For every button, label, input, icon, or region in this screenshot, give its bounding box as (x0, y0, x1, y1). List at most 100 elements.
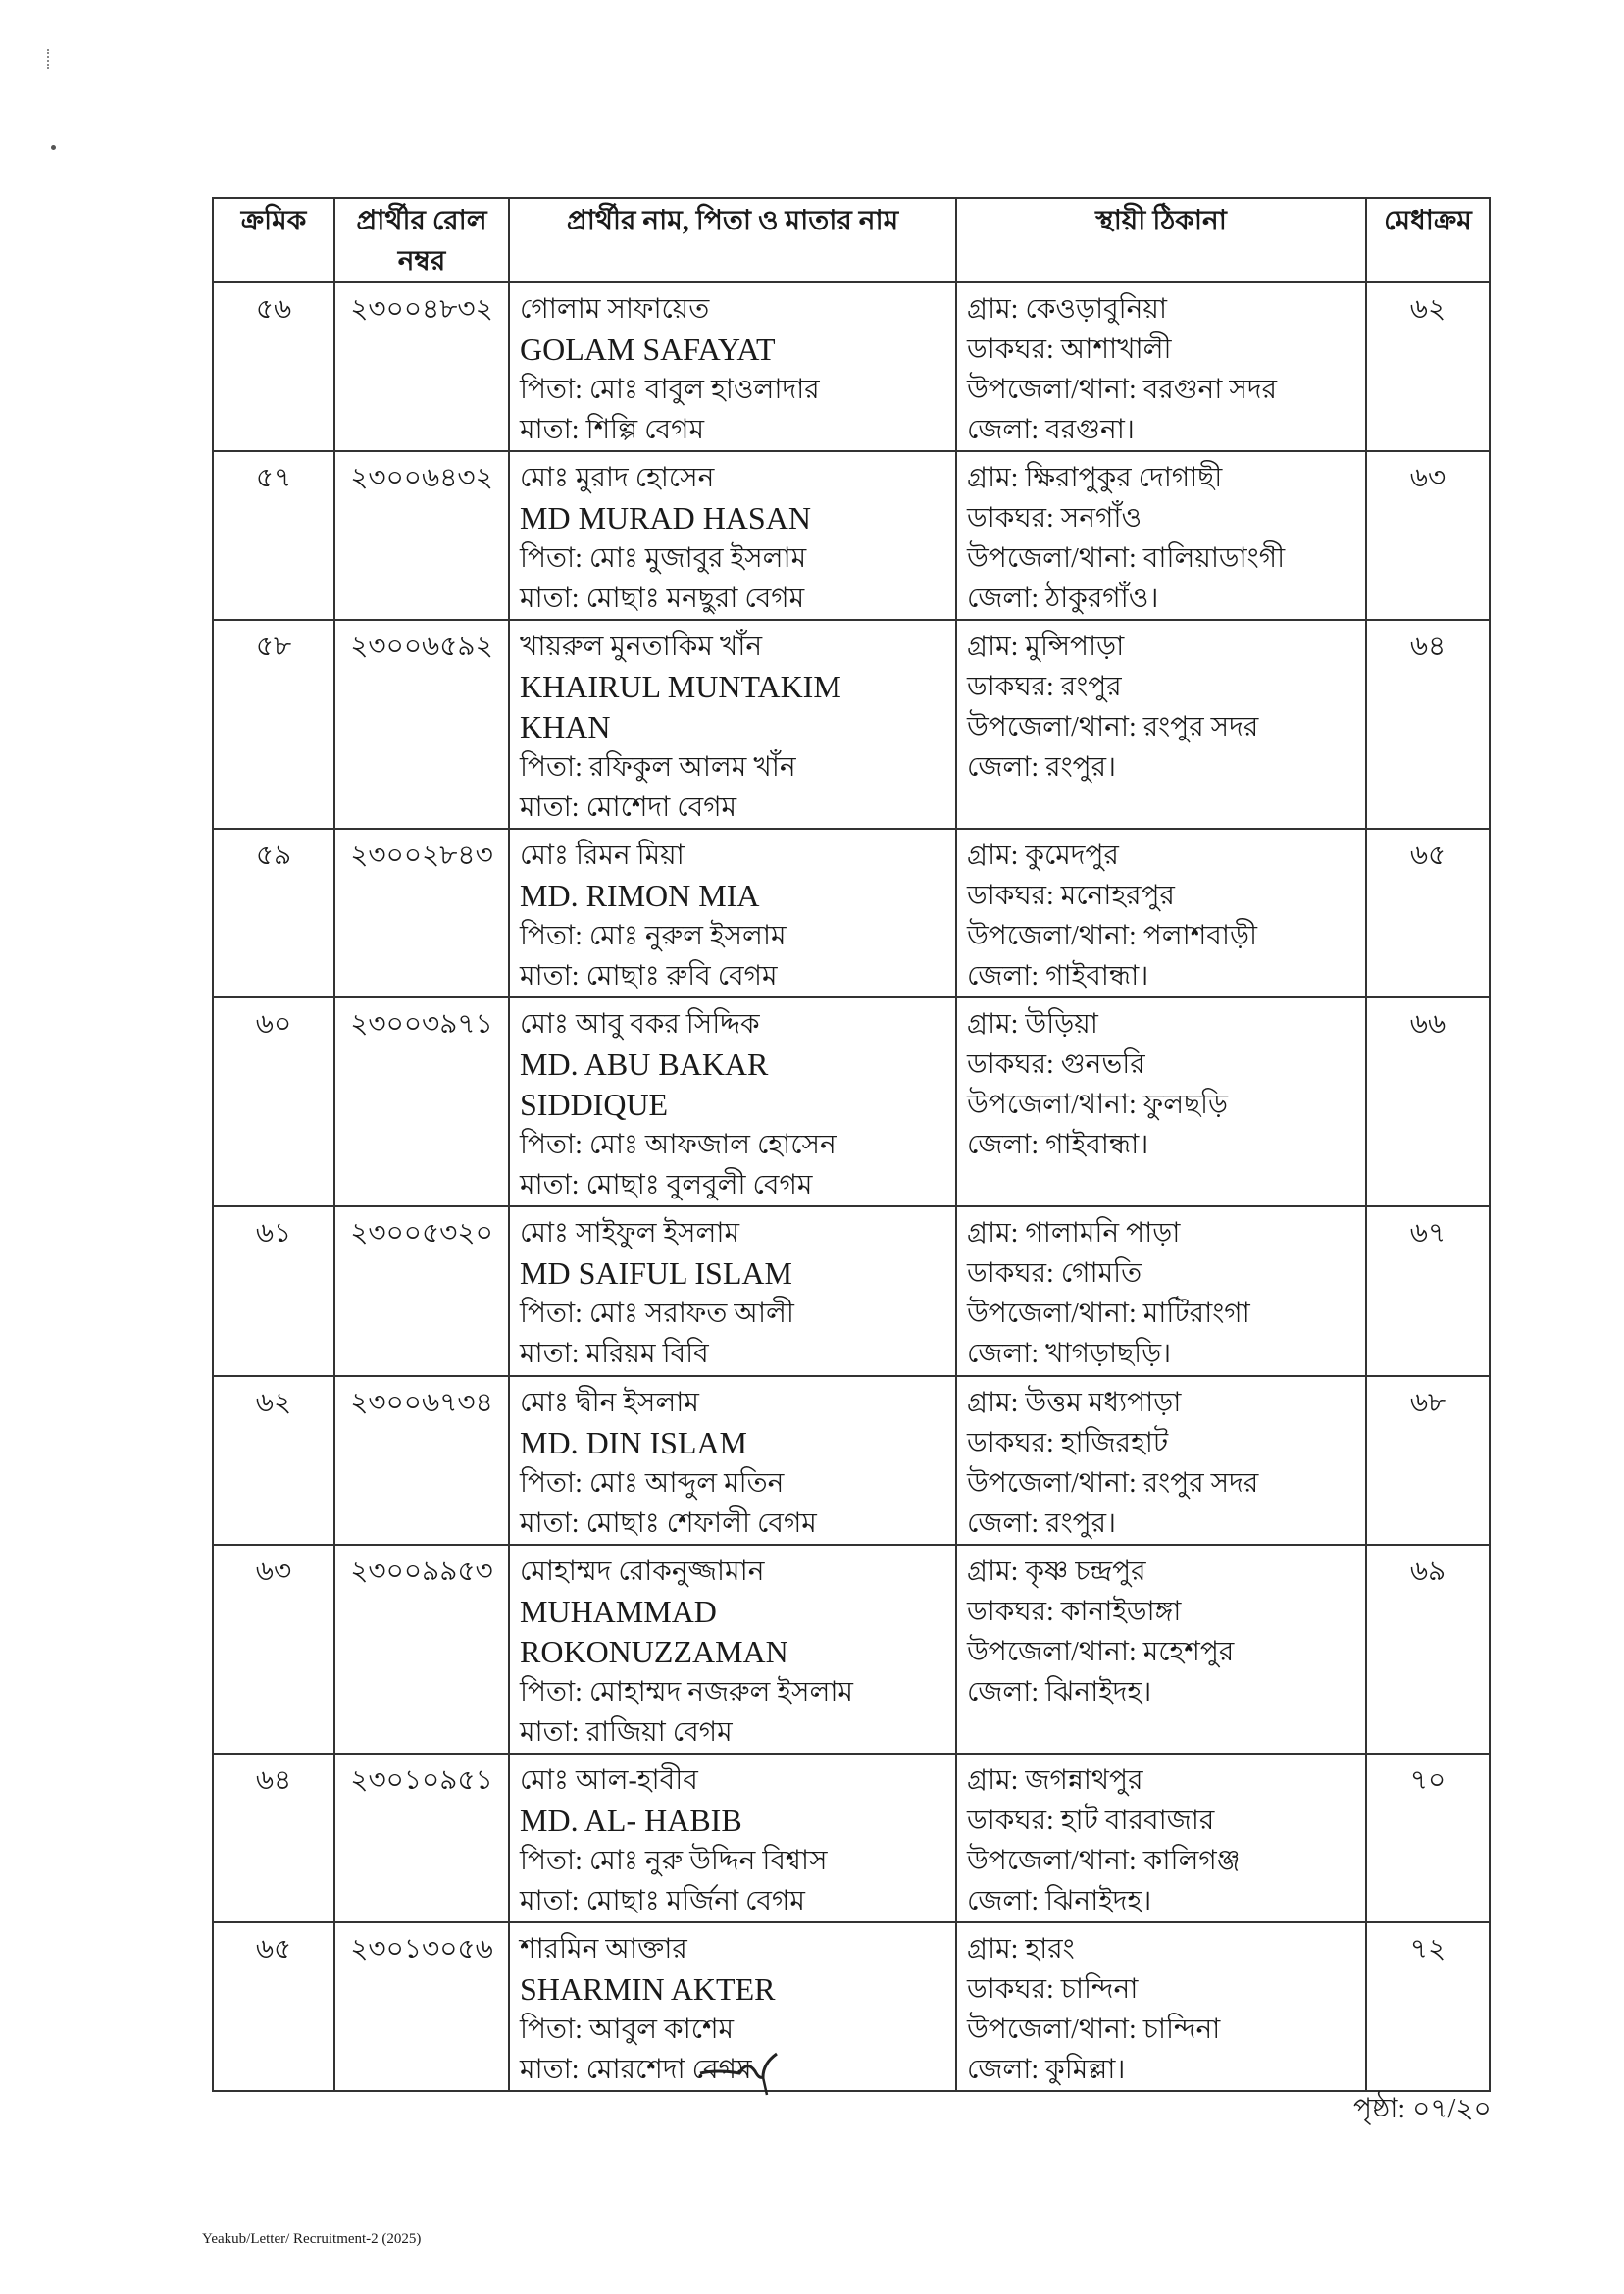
mother-name: মাতা: মরিয়ম বিবি (520, 1339, 709, 1369)
serial-cell: ৫৬ (212, 281, 335, 452)
table-row: ৫৭ ২৩০০৬৪৩২ মোঃ মুরাদ হোসেন MD MURAD HASA… (212, 450, 1491, 621)
father-name: পিতা: মোঃ মুজাবুর ইসলাম (520, 543, 807, 574)
mother-name: মাতা: শিল্পি বেগম (520, 415, 704, 445)
address-cell: গ্রাম: ক্ষিরাপুকুর দোগাছী ডাকঘর: সনগাঁও উপ… (955, 450, 1367, 621)
address-line: ডাকঘর: হাজিরহাট (967, 1428, 1169, 1458)
address-cell: গ্রাম: উত্তম মধ্যপাড়া ডাকঘর: হাজিরহাট উপজ… (955, 1375, 1367, 1546)
address-cell: গ্রাম: হারং ডাকঘর: চান্দিনা উপজেলা/থানা: চ… (955, 1921, 1367, 2092)
father-name: পিতা: মোঃ আফজাল হোসেন (520, 1130, 837, 1160)
father-name: পিতা: আবুল কাশেম (520, 2014, 735, 2045)
address-line: ডাকঘর: গোমতি (967, 1258, 1142, 1289)
address-line: উপজেলা/থানা: রংপুর সদর (967, 712, 1259, 742)
mother-name: মাতা: মোশেদা বেগম (520, 792, 737, 823)
header-serial: ক্রমিক (212, 197, 335, 283)
roll-cell: ২৩০১০৯৫১ (333, 1753, 510, 1923)
address-line: জেলা: কুমিল্লা। (967, 2055, 1126, 2085)
merit-cell: ৬৫ (1365, 828, 1491, 998)
address-cell: গ্রাম: গালামনি পাড়া ডাকঘর: গোমতি উপজেলা/থ… (955, 1205, 1367, 1377)
roll-cell: ২৩০০৬৫৯২ (333, 619, 510, 830)
address-line: জেলা: গাইবান্ধা। (967, 961, 1149, 992)
name-bengali: খায়রুল মুনতাকিম খাঁন (520, 632, 763, 662)
address-line: গ্রাম: জগন্নাথপুর (967, 1765, 1143, 1796)
father-name: পিতা: মোঃ নুরু উদ্দিন বিশ্বাস (520, 1846, 828, 1876)
mother-name: মাতা: মোছাঃ মর্জিনা বেগম (520, 1886, 805, 1916)
address-line: গ্রাম: মুন্সিপাড়া (967, 632, 1125, 662)
name-bengali: মোঃ সাইফুল ইসলাম (520, 1218, 740, 1249)
roll-cell: ২৩০০৫৩২০ (333, 1205, 510, 1377)
table-row: ৫৯ ২৩০০২৮৪৩ মোঃ রিমন মিয়া MD. RIMON MIA প… (212, 828, 1491, 998)
address-line: গ্রাম: ক্ষিরাপুকুর দোগাছী (967, 463, 1223, 493)
roll-cell: ২৩০০৬৭৩৪ (333, 1375, 510, 1546)
address-line: গ্রাম: হারং (967, 1934, 1075, 1964)
father-name: পিতা: রফিকুল আলম খাঁন (520, 752, 796, 783)
address-line: জেলা: খাগড়াছড়ি। (967, 1339, 1172, 1369)
name-cell: মোঃ রিমন মিয়া MD. RIMON MIA পিতা: মোঃ নুর… (508, 828, 957, 998)
roll-cell: ২৩০০৩৯৭১ (333, 996, 510, 1207)
name-cell: মোঃ সাইফুল ইসলাম MD SAIFUL ISLAM পিতা: মোঃ… (508, 1205, 957, 1377)
address-line: উপজেলা/থানা: মহেশপুর (967, 1637, 1235, 1667)
roll-cell: ২৩০০৪৮৩২ (333, 281, 510, 452)
name-cell: মোঃ আল-হাবীব MD. AL- HABIB পিতা: মোঃ নুরু … (508, 1753, 957, 1923)
serial-cell: ৬৫ (212, 1921, 335, 2092)
father-name: পিতা: মোঃ আব্দুল মতিন (520, 1468, 785, 1499)
serial-cell: ৬১ (212, 1205, 335, 1377)
name-cell: খায়রুল মুনতাকিম খাঁন KHAIRUL MUNTAKIM KHA… (508, 619, 957, 830)
serial-cell: ৬২ (212, 1375, 335, 1546)
father-name: পিতা: মোঃ নুরুল ইসলাম (520, 921, 787, 951)
name-bengali: মোঃ দ্বীন ইসলাম (520, 1388, 699, 1418)
name-english: MD SAIFUL ISLAM (520, 1255, 792, 1291)
address-line: ডাকঘর: সনগাঁও (967, 503, 1142, 534)
name-bengali: মোঃ রিমন মিয়া (520, 841, 685, 871)
name-bengali: গোলাম সাফায়েত (520, 294, 710, 325)
table-header-row: ক্রমিক প্রার্থীর রোল নম্বর প্রার্থীর নাম… (212, 197, 1491, 283)
roll-cell: ২৩০০২৮৪৩ (333, 828, 510, 998)
roll-cell: ২৩০১৩০৫৬ (333, 1921, 510, 2092)
name-english: KHAIRUL MUNTAKIM (520, 669, 841, 704)
mother-name: মাতা: রাজিয়া বেগম (520, 1717, 733, 1748)
mother-name: মাতা: মোছাঃ মনছুরা বেগম (520, 584, 805, 614)
address-line: গ্রাম: উত্তম মধ্যপাড়া (967, 1388, 1182, 1418)
address-line: ডাকঘর: চান্দিনা (967, 1974, 1139, 2005)
mother-name: মাতা: মোছাঃ বুলবুলী বেগম (520, 1170, 813, 1200)
address-line: জেলা: বরগুনা। (967, 415, 1135, 445)
name-cell: মোঃ আবু বকর সিদ্দিক MD. ABU BAKAR SIDDIQUE… (508, 996, 957, 1207)
merit-cell: ৬৩ (1365, 450, 1491, 621)
merit-cell: ৬৮ (1365, 1375, 1491, 1546)
page-number: পৃষ্ঠা: ০৭/২০ (1353, 2094, 1492, 2124)
merit-cell: ৬৪ (1365, 619, 1491, 830)
address-line: জেলা: ঠাকুরগাঁও। (967, 584, 1159, 614)
scan-dot (51, 145, 56, 150)
merit-cell: ৬২ (1365, 281, 1491, 452)
serial-cell: ৫৮ (212, 619, 335, 830)
address-line: জেলা: রংপুর। (967, 1508, 1117, 1539)
signature (699, 2052, 778, 2096)
address-line: গ্রাম: উড়িয়া (967, 1009, 1098, 1040)
address-cell: গ্রাম: কৃষ্ণ চন্দ্রপুর ডাকঘর: কানাইডাঙ্গা… (955, 1544, 1367, 1755)
address-line: গ্রাম: কৃষ্ণ চন্দ্রপুর (967, 1556, 1146, 1587)
address-cell: গ্রাম: কেওড়াবুনিয়া ডাকঘর: আশাখালী উপজেলা… (955, 281, 1367, 452)
table-row: ৬৪ ২৩০১০৯৫১ মোঃ আল-হাবীব MD. AL- HABIB পিত… (212, 1753, 1491, 1923)
address-cell: গ্রাম: মুন্সিপাড়া ডাকঘর: রংপুর উপজেলা/থান… (955, 619, 1367, 830)
name-english: GOLAM SAFAYAT (520, 331, 776, 367)
merit-cell: ৬৬ (1365, 996, 1491, 1207)
serial-cell: ৫৭ (212, 450, 335, 621)
name-english: MD. AL- HABIB (520, 1803, 742, 1838)
header-merit: মেধাক্রম (1365, 197, 1491, 283)
address-line: ডাকঘর: আশাখালী (967, 334, 1172, 365)
name-english: MD. RIMON MIA (520, 878, 760, 913)
address-line: উপজেলা/থানা: মাটিরাংগা (967, 1299, 1250, 1329)
candidate-table: ক্রমিক প্রার্থীর রোল নম্বর প্রার্থীর নাম… (212, 197, 1491, 2092)
name-english: MD MURAD HASAN (520, 500, 811, 535)
address-line: উপজেলা/থানা: ফুলছড়ি (967, 1090, 1229, 1120)
table-row: ৫৬ ২৩০০৪৮৩২ গোলাম সাফায়েত GOLAM SAFAYAT প… (212, 281, 1491, 452)
table-row: ৬২ ২৩০০৬৭৩৪ মোঃ দ্বীন ইসলাম MD. DIN ISLAM… (212, 1375, 1491, 1546)
address-line: গ্রাম: গালামনি পাড়া (967, 1218, 1181, 1249)
serial-cell: ৬০ (212, 996, 335, 1207)
address-line: জেলা: ঝিনাইদহ। (967, 1677, 1152, 1708)
name-english: KHAN (520, 709, 611, 744)
table-row: ৬১ ২৩০০৫৩২০ মোঃ সাইফুল ইসলাম MD SAIFUL IS… (212, 1205, 1491, 1377)
father-name: পিতা: মোঃ বাবুল হাওলাদার (520, 375, 820, 405)
name-cell: মোহাম্মদ রোকনুজ্জামান MUHAMMAD ROKONUZZAMA… (508, 1544, 957, 1755)
table-row: ৫৮ ২৩০০৬৫৯২ খায়রুল মুনতাকিম খাঁন KHAIRUL… (212, 619, 1491, 830)
name-english: MUHAMMAD (520, 1594, 717, 1629)
